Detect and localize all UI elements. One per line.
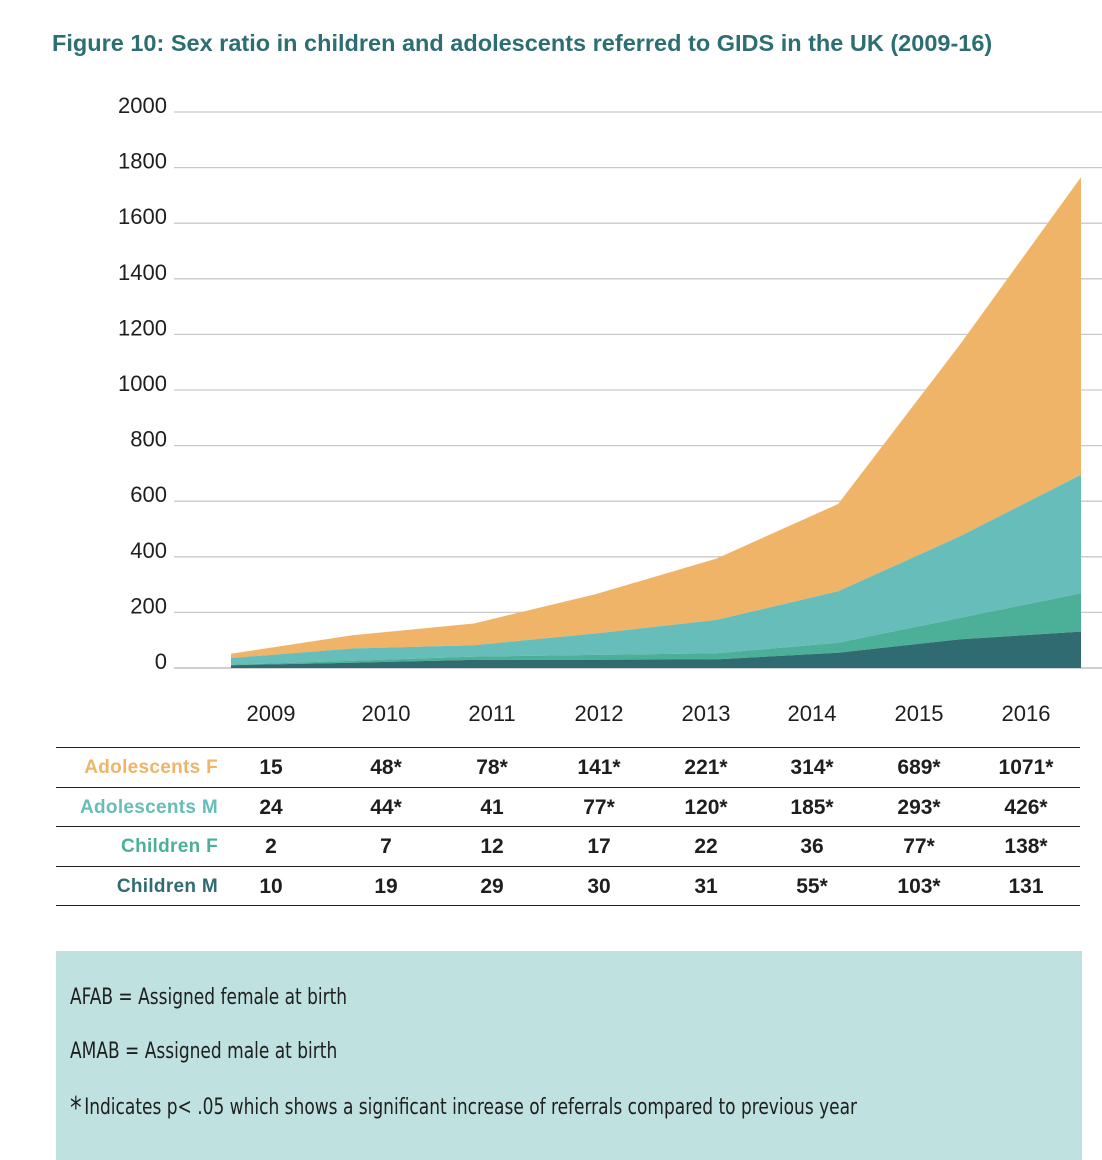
referrals-table: Adolescents F 15 48* 78* 141* 221* 314* 689* 107…	[56, 747, 1080, 906]
table-cell: 131	[1008, 874, 1044, 898]
table-cell: 185*	[790, 795, 834, 819]
table-cell: 19	[374, 874, 398, 898]
area-children-m	[231, 631, 1081, 668]
table-cell: 7	[380, 835, 392, 858]
y-tick-label: 0	[155, 649, 167, 674]
table-cell: 2	[265, 835, 277, 858]
table-cell: 120*	[684, 795, 728, 819]
y-tick-label: 1400	[118, 260, 167, 285]
table-cell: 141*	[577, 756, 621, 779]
table-cell: 103*	[897, 874, 941, 898]
table-cell: 36	[800, 835, 824, 858]
notes-box: AFAB = Assigned female at birth AMAB = A…	[56, 951, 1082, 1160]
x-axis: 2009 2010 2011 2012 2013 2014 2015 2016	[247, 701, 1051, 726]
significance-note: * Indicates p< .05 which shows a signific…	[70, 1091, 857, 1126]
row-label: Adolescents M	[80, 796, 218, 818]
table-cell: 48*	[370, 756, 402, 779]
x-tick-label: 2009	[247, 701, 296, 726]
x-tick-label: 2011	[468, 701, 515, 726]
y-tick-label: 1000	[118, 371, 167, 396]
table-cell: 314*	[790, 756, 834, 779]
table-cell: 55*	[796, 874, 828, 898]
table-cell: 1071*	[998, 756, 1054, 779]
y-tick-label: 1800	[118, 149, 167, 174]
x-tick-label: 2015	[895, 701, 944, 726]
table-cell: 44*	[370, 795, 402, 819]
table-cell: 293*	[897, 795, 941, 819]
y-tick-label: 200	[130, 593, 167, 618]
table-cell: 221*	[684, 756, 728, 779]
table-cell: 29	[480, 874, 504, 898]
x-tick-label: 2010	[362, 701, 411, 726]
table-cell: 24	[259, 795, 283, 819]
area-adolescents-m	[231, 474, 1081, 665]
y-tick-label: 800	[130, 427, 167, 452]
table-row: Children F 2 7 12 17 22 36 77* 138*	[56, 826, 1080, 866]
y-tick-label: 2000	[118, 93, 167, 118]
table-row: Adolescents M 24 44* 41 77* 120* 185* 293* 426*	[56, 786, 1080, 827]
row-label: Children F	[121, 836, 218, 857]
series-areas	[231, 177, 1081, 668]
table-cell: 12	[480, 835, 504, 858]
x-tick-label: 2014	[788, 701, 837, 726]
table-cell: 30	[587, 874, 611, 898]
asterisk-symbol: *	[70, 1091, 82, 1126]
y-tick-label: 600	[130, 482, 167, 507]
table-cell: 41	[480, 795, 504, 819]
table-cell: 689*	[897, 756, 941, 779]
table-cell: 17	[587, 835, 611, 858]
table-cell: 10	[259, 874, 283, 898]
chart-title: Figure 10: Sex ratio in children and ado…	[52, 30, 993, 56]
y-tick-label: 400	[130, 538, 167, 563]
significance-text: Indicates p< .05 which shows a significa…	[84, 1095, 858, 1120]
amab-note: AMAB = Assigned male at birth	[70, 1039, 338, 1064]
area-adolescents-f	[231, 177, 1081, 658]
x-tick-label: 2016	[1002, 701, 1051, 726]
table-cell: 77*	[903, 835, 935, 858]
table-cell: 426*	[1004, 795, 1048, 819]
x-tick-label: 2013	[682, 701, 731, 726]
row-label: Children M	[116, 875, 218, 897]
y-tick-label: 1600	[118, 204, 167, 229]
table-cell: 77*	[583, 795, 615, 819]
table-row: Children M 10 19 29 30 31 55* 103* 131	[56, 865, 1080, 906]
y-tick-label: 1200	[118, 315, 167, 340]
table-cell: 31	[694, 874, 718, 898]
table-cell: 138*	[1004, 835, 1048, 858]
x-tick-label: 2012	[575, 701, 624, 726]
row-label: Adolescents F	[84, 757, 218, 778]
afab-note: AFAB = Assigned female at birth	[70, 985, 348, 1010]
table-cell: 22	[694, 835, 718, 858]
area-children-f	[231, 593, 1081, 666]
table-cell: 78*	[476, 756, 508, 779]
table-row: Adolescents F 15 48* 78* 141* 221* 314* 689* 107…	[56, 747, 1080, 787]
table-cell: 15	[259, 756, 283, 779]
